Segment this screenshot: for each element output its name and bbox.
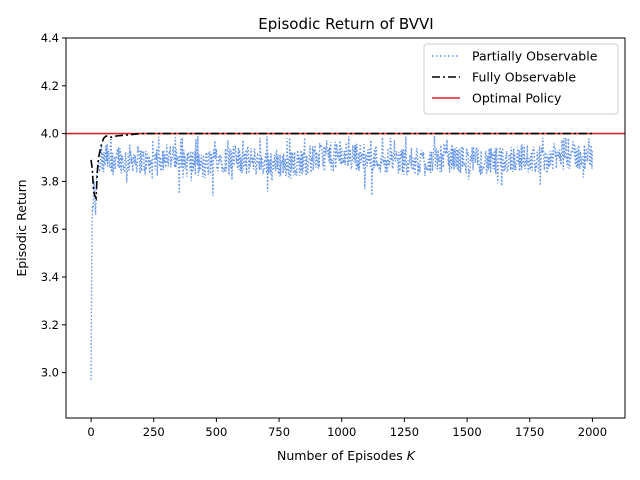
y-axis-label: Episodic Return: [14, 179, 29, 276]
x-tick-label: 2000: [578, 425, 607, 439]
y-tick-label: 4.2: [41, 79, 59, 93]
series-partially-observable-line: [90, 136, 594, 380]
plot-area: [65, 37, 626, 419]
y-tick-label: 3.0: [41, 366, 59, 380]
x-tick-label: 500: [205, 425, 227, 439]
y-tick-label: 3.6: [41, 222, 59, 236]
x-axis-label-main: Number of Episodes: [277, 448, 407, 463]
legend-label-fully-observable: Fully Observable: [472, 70, 576, 85]
plot-frame: [65, 37, 626, 419]
x-tick-label: 1000: [327, 425, 356, 439]
x-axis: 0 250 500 750 1000 1250 1500 1750 2000: [87, 418, 607, 439]
y-axis: 3.0 3.2 3.4 3.6 3.8 4.0 4.2 4.4: [41, 31, 66, 380]
x-tick-label: 1500: [452, 425, 481, 439]
x-tick-label: 750: [268, 425, 290, 439]
legend: Partially Observable Fully Observable Op…: [423, 43, 619, 115]
y-tick-label: 3.8: [41, 174, 59, 188]
y-tick-label: 4.4: [41, 31, 59, 45]
legend-label-optimal-policy: Optimal Policy: [472, 91, 562, 106]
y-tick-label: 3.2: [41, 318, 59, 332]
x-tick-label: 1750: [515, 425, 544, 439]
chart-title: Episodic Return of BVVI: [258, 15, 433, 33]
x-tick-label: 1250: [390, 425, 419, 439]
x-tick-label: 250: [143, 425, 165, 439]
legend-label-partially-observable: Partially Observable: [472, 49, 598, 64]
x-axis-label: Number of Episodes K: [277, 448, 417, 463]
y-tick-label: 3.4: [41, 270, 59, 284]
legend-box: [423, 43, 619, 115]
x-axis-label-variable: K: [407, 448, 417, 463]
y-tick-label: 4.0: [41, 127, 59, 141]
series-fully-observable-line: [90, 132, 593, 202]
x-tick-label: 0: [87, 425, 94, 439]
